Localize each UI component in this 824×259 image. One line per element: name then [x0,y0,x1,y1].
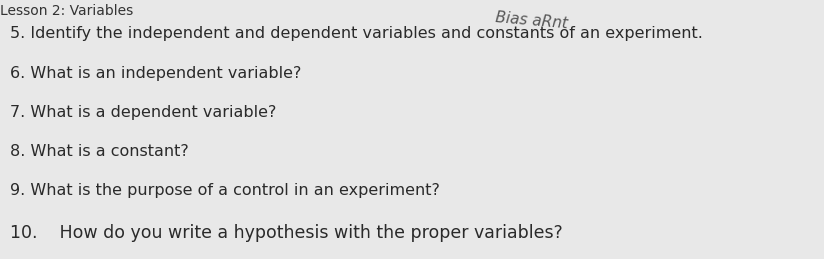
Text: Lesson 2: Variables: Lesson 2: Variables [0,4,133,18]
Text: 6. What is an independent variable?: 6. What is an independent variable? [10,66,302,81]
Text: 7. What is a dependent variable?: 7. What is a dependent variable? [10,105,276,120]
Text: Bias aRnt: Bias aRnt [494,10,568,32]
Text: 5. Identify the independent and dependent variables and constants of an experime: 5. Identify the independent and dependen… [10,26,703,41]
Text: 8. What is a constant?: 8. What is a constant? [10,144,189,159]
Text: 9. What is the purpose of a control in an experiment?: 9. What is the purpose of a control in a… [10,183,440,198]
Text: 10.    How do you write a hypothesis with the proper variables?: 10. How do you write a hypothesis with t… [10,224,563,242]
